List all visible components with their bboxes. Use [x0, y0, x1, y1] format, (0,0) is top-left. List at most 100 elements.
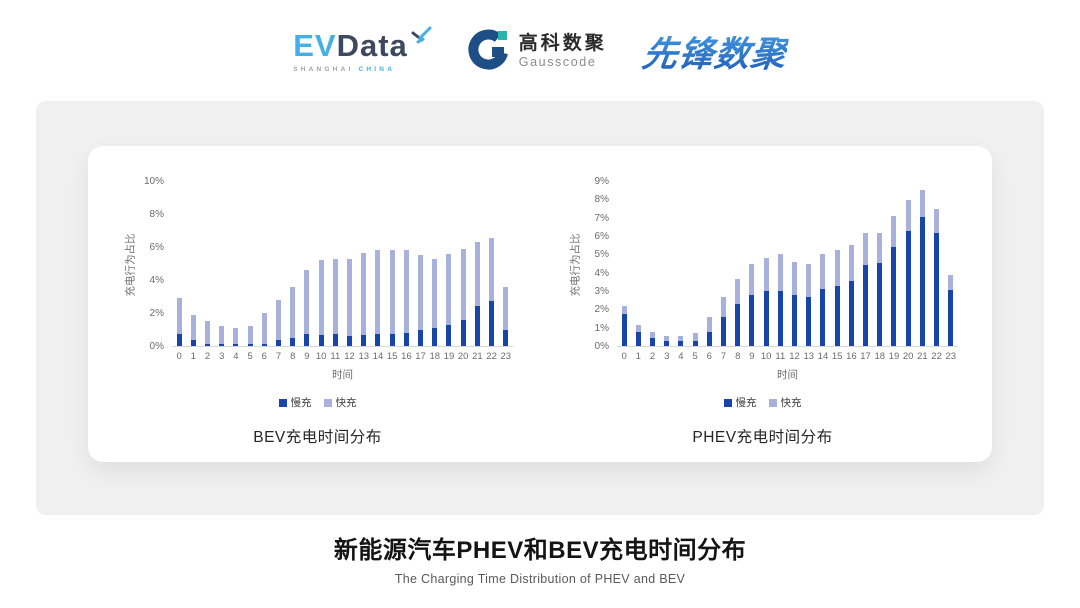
x-tick-label: 22 [486, 351, 497, 362]
slow-charge-segment [361, 335, 367, 346]
fast-charge-segment [749, 263, 755, 295]
stacked-bar-hour-18 [428, 258, 442, 346]
x-tick-label: 14 [817, 351, 829, 362]
phev-chart: 充电行为占比 0% 1% 2% 3% 4% 5% 6% 7% 8% 9% 0 1 2 3 4 5 6 7 8 9 10… [567, 176, 958, 462]
fast-charge-segment [304, 270, 310, 335]
stacked-bar-hour-10 [314, 260, 328, 346]
phev-y-axis-title: 充电行为占比 [569, 233, 582, 296]
evdata-tagline-china: CHINA [358, 65, 396, 73]
evdata-logo: EV Data SHANGHAI CHINA [293, 26, 432, 73]
slow-charge-segment [706, 332, 712, 346]
evdata-wordmark: EV Data [293, 26, 432, 63]
bev-legend-slow: 慢充 [278, 395, 312, 410]
slow-charge-segment [692, 340, 698, 346]
stacked-bar-hour-16 [399, 249, 413, 346]
stacked-bar-hour-0 [172, 298, 186, 346]
x-tick-label: 17 [860, 351, 871, 362]
x-tick-label: 6 [261, 351, 267, 362]
x-tick-label: 9 [749, 351, 755, 362]
phev-plot-column: 0 1 2 3 4 5 6 7 8 9 10 11 12 13 14 15 16 17 18 19 20 21 22 23 时… [617, 182, 958, 382]
fast-charge-segment [621, 305, 627, 314]
fast-charge-segment [706, 316, 712, 333]
slow-charge-segment [934, 233, 940, 346]
fast-charge-segment [863, 233, 869, 266]
stacked-bar-hour-2 [645, 332, 659, 346]
bev-x-axis-ticks: 0 1 2 3 4 5 6 7 8 9 10 11 12 13 14 15 16 17 18 19 20 21 22 23 [172, 351, 513, 362]
slow-charge-segment [749, 294, 755, 346]
evdata-pinwheel-icon [410, 26, 432, 52]
stacked-bar-hour-23 [499, 287, 513, 346]
x-tick-label: 6 [706, 351, 712, 362]
x-tick-label: 20 [902, 351, 914, 362]
x-tick-label: 16 [846, 351, 857, 362]
x-tick-label: 4 [233, 351, 239, 362]
stacked-bar-hour-7 [716, 296, 730, 346]
slow-charge-segment [721, 316, 727, 346]
stacked-bar-hour-11 [773, 254, 787, 346]
x-tick-label: 2 [204, 351, 211, 362]
slow-charge-segment [318, 335, 324, 346]
fast-charge-segment [205, 321, 210, 344]
evdata-tagline: SHANGHAI CHINA [293, 66, 395, 73]
fast-charge-segment [820, 254, 826, 290]
slow-charge-segment [777, 291, 783, 346]
x-tick-label: 17 [415, 351, 426, 362]
fast-charge-segment [460, 248, 466, 320]
x-tick-label: 19 [888, 351, 900, 362]
slow-charge-segment [403, 332, 409, 346]
slow-charge-segment [290, 337, 296, 346]
fast-charge-segment [418, 255, 424, 330]
stacked-bar-hour-6 [257, 313, 271, 346]
y-tick-label: 2% [149, 308, 164, 319]
gausscode-g-icon [468, 28, 510, 75]
stacked-bar-hour-4 [674, 335, 688, 346]
stacked-bar-hour-11 [328, 259, 342, 346]
slow-charge-segment [503, 330, 509, 346]
evdata-data-text: Data [336, 27, 408, 63]
gausscode-text: 高科数聚 Gausscode [519, 33, 607, 69]
fast-charge-segment [190, 314, 196, 341]
x-tick-label: 3 [664, 351, 670, 362]
fast-charge-segment [792, 261, 798, 295]
phev-legend: 慢充 快充 [567, 395, 958, 410]
phev-plot-area [617, 182, 958, 347]
fast-charge-segment [261, 313, 267, 344]
slow-charge-segment [792, 294, 798, 346]
pioneer-data-logo: 先锋数聚 [639, 26, 790, 77]
slow-charge-segment [219, 344, 225, 346]
header-logos: EV Data SHANGHAI CHINA [0, 18, 1080, 84]
x-tick-label: 20 [457, 351, 469, 362]
bev-y-axis-ticks: 0% 2% 4% 6% 8% 10% [138, 176, 172, 352]
evdata-tagline-shanghai: SHANGHAI [293, 65, 354, 73]
fast-charge-segment [276, 299, 282, 341]
x-tick-label: 5 [692, 351, 698, 362]
stacked-bar-hour-5 [688, 333, 702, 346]
y-tick-label: 4% [149, 275, 164, 286]
slow-charge-segment [460, 319, 466, 346]
y-tick-label: 7% [594, 212, 609, 224]
fast-charge-segment [503, 287, 509, 331]
x-tick-label: 12 [344, 351, 355, 362]
fast-charge-segment [678, 335, 684, 342]
stacked-bar-hour-10 [759, 258, 773, 346]
x-tick-label: 23 [500, 351, 512, 362]
slow-charge-segment [176, 334, 182, 346]
stacked-bar-hour-6 [702, 316, 716, 346]
slow-charge-segment [332, 334, 338, 346]
y-tick-label: 2% [594, 304, 609, 316]
x-tick-label: 10 [315, 351, 327, 362]
bev-legend: 慢充 快充 [122, 395, 513, 410]
fast-charge-swatch [768, 398, 777, 407]
x-tick-label: 14 [372, 351, 384, 362]
slow-charge-segment [446, 324, 452, 346]
fast-charge-segment [332, 259, 338, 335]
slow-charge-segment [678, 341, 684, 346]
fast-charge-segment [290, 287, 296, 338]
stacked-bar-hour-8 [731, 279, 745, 346]
fast-charge-swatch [323, 398, 332, 407]
stacked-bar-hour-1 [186, 314, 200, 346]
phev-y-axis-title-wrap: 充电行为占比 [567, 182, 583, 347]
stacked-bar-hour-12 [787, 261, 801, 346]
bev-chart: 充电行为占比 0% 2% 4% 6% 8% 10% 0 1 2 3 4 5 6 7 8 9 10 11 12 13 1… [122, 176, 513, 462]
